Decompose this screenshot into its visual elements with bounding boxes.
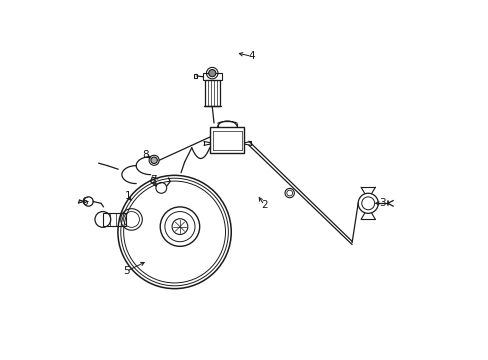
Text: 3: 3 [379,198,385,208]
Circle shape [151,157,157,163]
Text: 7: 7 [149,175,156,185]
Text: 6: 6 [81,197,88,207]
Text: 2: 2 [261,200,267,210]
Text: 8: 8 [142,150,149,160]
Text: 1: 1 [124,191,131,201]
Text: 4: 4 [248,51,254,61]
Text: 5: 5 [122,266,129,276]
Circle shape [208,69,215,77]
